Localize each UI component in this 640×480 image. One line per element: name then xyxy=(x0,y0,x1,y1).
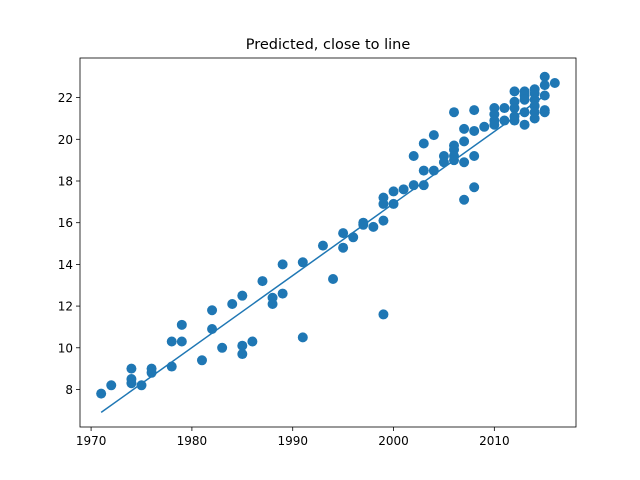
chart-title: Predicted, close to line xyxy=(246,37,411,53)
data-point xyxy=(378,215,389,226)
data-point xyxy=(539,80,550,91)
data-point xyxy=(449,155,460,166)
data-point xyxy=(449,107,460,118)
y-tick-label: 14 xyxy=(58,258,73,272)
data-point xyxy=(509,103,520,114)
data-point xyxy=(217,342,228,353)
data-point xyxy=(257,276,268,287)
data-point xyxy=(469,182,480,193)
data-point xyxy=(358,219,369,230)
data-point xyxy=(519,107,530,118)
plot-frame xyxy=(79,57,577,428)
data-point xyxy=(267,299,278,309)
data-point xyxy=(207,305,218,316)
data-point xyxy=(338,228,349,239)
data-point xyxy=(438,157,449,168)
data-point xyxy=(176,336,187,347)
y-tick-label: 16 xyxy=(58,216,73,230)
data-point xyxy=(348,232,359,243)
data-point xyxy=(388,186,399,197)
data-point xyxy=(459,194,470,205)
data-point xyxy=(388,198,399,209)
data-point xyxy=(338,242,349,253)
data-point xyxy=(539,90,550,101)
data-point xyxy=(247,336,258,347)
y-tick-label: 12 xyxy=(58,300,73,314)
y-tick-label: 22 xyxy=(58,91,73,105)
data-point xyxy=(126,378,137,389)
data-point xyxy=(529,113,540,124)
axes: 1970 1980 1990 2000 2010 8 10 12 14 16 18 20 22 xyxy=(58,57,577,448)
data-point xyxy=(297,257,308,268)
data-point xyxy=(469,105,480,116)
data-point xyxy=(428,165,439,176)
data-point xyxy=(499,103,510,114)
data-point xyxy=(196,355,207,366)
data-point xyxy=(106,380,117,391)
data-point xyxy=(368,221,379,232)
y-tick-label: 20 xyxy=(58,133,73,147)
data-point xyxy=(398,184,409,195)
x-tick-label: 2000 xyxy=(378,434,409,448)
data-point xyxy=(277,288,288,299)
y-tick-label: 10 xyxy=(58,341,73,355)
data-point xyxy=(126,363,137,374)
data-point xyxy=(519,119,530,130)
data-point xyxy=(499,115,510,126)
data-point xyxy=(408,180,419,191)
data-point xyxy=(418,138,429,149)
data-point xyxy=(136,380,147,391)
data-point xyxy=(469,125,480,136)
data-point xyxy=(509,115,520,126)
data-point xyxy=(459,136,470,147)
data-point xyxy=(519,94,530,105)
data-point xyxy=(408,150,419,161)
data-point xyxy=(428,130,439,141)
data-point xyxy=(96,388,107,399)
data-point xyxy=(207,324,218,335)
fit-line xyxy=(100,94,546,414)
x-tick-label: 2010 xyxy=(479,434,510,448)
data-point xyxy=(328,273,339,284)
x-tick-label: 1980 xyxy=(177,434,208,448)
data-point xyxy=(549,78,560,89)
data-point xyxy=(227,299,238,309)
data-point xyxy=(237,340,248,351)
y-tick-label: 18 xyxy=(58,175,73,189)
data-point xyxy=(378,198,389,209)
data-point xyxy=(459,123,470,134)
data-point xyxy=(539,71,550,82)
x-tick-label: 1970 xyxy=(76,434,107,448)
data-point xyxy=(418,180,429,191)
x-tick-label: 1990 xyxy=(277,434,308,448)
data-point xyxy=(176,319,187,330)
data-point xyxy=(317,240,328,251)
data-point xyxy=(459,157,470,168)
data-point xyxy=(277,259,288,270)
plot-area xyxy=(96,71,560,414)
data-point xyxy=(166,361,177,372)
data-point xyxy=(418,165,429,176)
y-tick-label: 8 xyxy=(65,383,73,397)
data-point xyxy=(378,309,389,320)
data-point xyxy=(539,107,550,118)
data-point xyxy=(297,332,308,343)
data-point xyxy=(146,367,157,378)
data-point xyxy=(509,86,520,97)
data-point xyxy=(479,121,490,132)
data-point xyxy=(166,336,177,347)
data-point xyxy=(237,349,248,360)
data-point xyxy=(489,119,500,130)
data-point xyxy=(469,150,480,161)
data-point xyxy=(237,290,248,301)
